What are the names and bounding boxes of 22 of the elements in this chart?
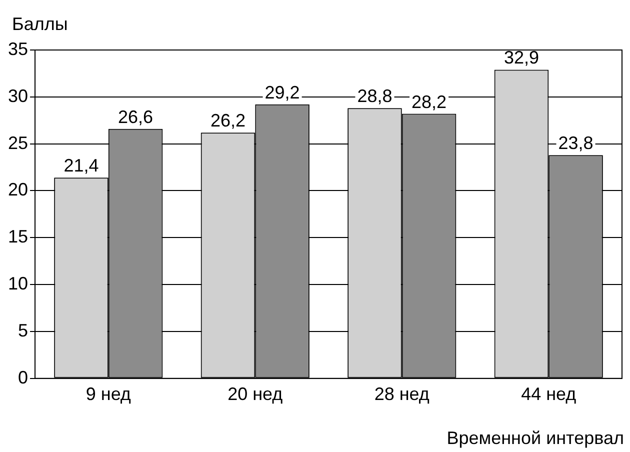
data-label: 29,2 — [264, 82, 300, 102]
data-label: 28,2 — [412, 92, 447, 112]
x-tick-label: 44 нед — [521, 384, 577, 404]
y-tick-label: 35 — [8, 38, 28, 59]
y-tick-label: 20 — [8, 180, 28, 200]
y-tick-label: 0 — [18, 367, 28, 388]
x-axis-title: Временной интервал — [446, 428, 624, 448]
data-label: 26,2 — [210, 110, 246, 131]
data-label: 21,4 — [64, 156, 99, 176]
data-label: 28,8 — [357, 86, 392, 106]
y-tick-label: 10 — [8, 274, 28, 294]
y-axis-title: Баллы — [12, 14, 68, 34]
data-label: 23,8 — [558, 133, 594, 154]
y-tick-label: 25 — [8, 132, 28, 153]
x-tick-label: 20 нед — [228, 384, 284, 404]
y-tick-label: 15 — [8, 226, 28, 247]
x-tick-label: 28 нед — [374, 384, 430, 404]
y-tick-label: 30 — [8, 86, 28, 106]
data-label: 26,6 — [118, 106, 154, 127]
x-tick-label: 9 нед — [86, 384, 132, 404]
y-tick-label: 5 — [18, 320, 28, 340]
data-label: 32,9 — [504, 48, 540, 68]
